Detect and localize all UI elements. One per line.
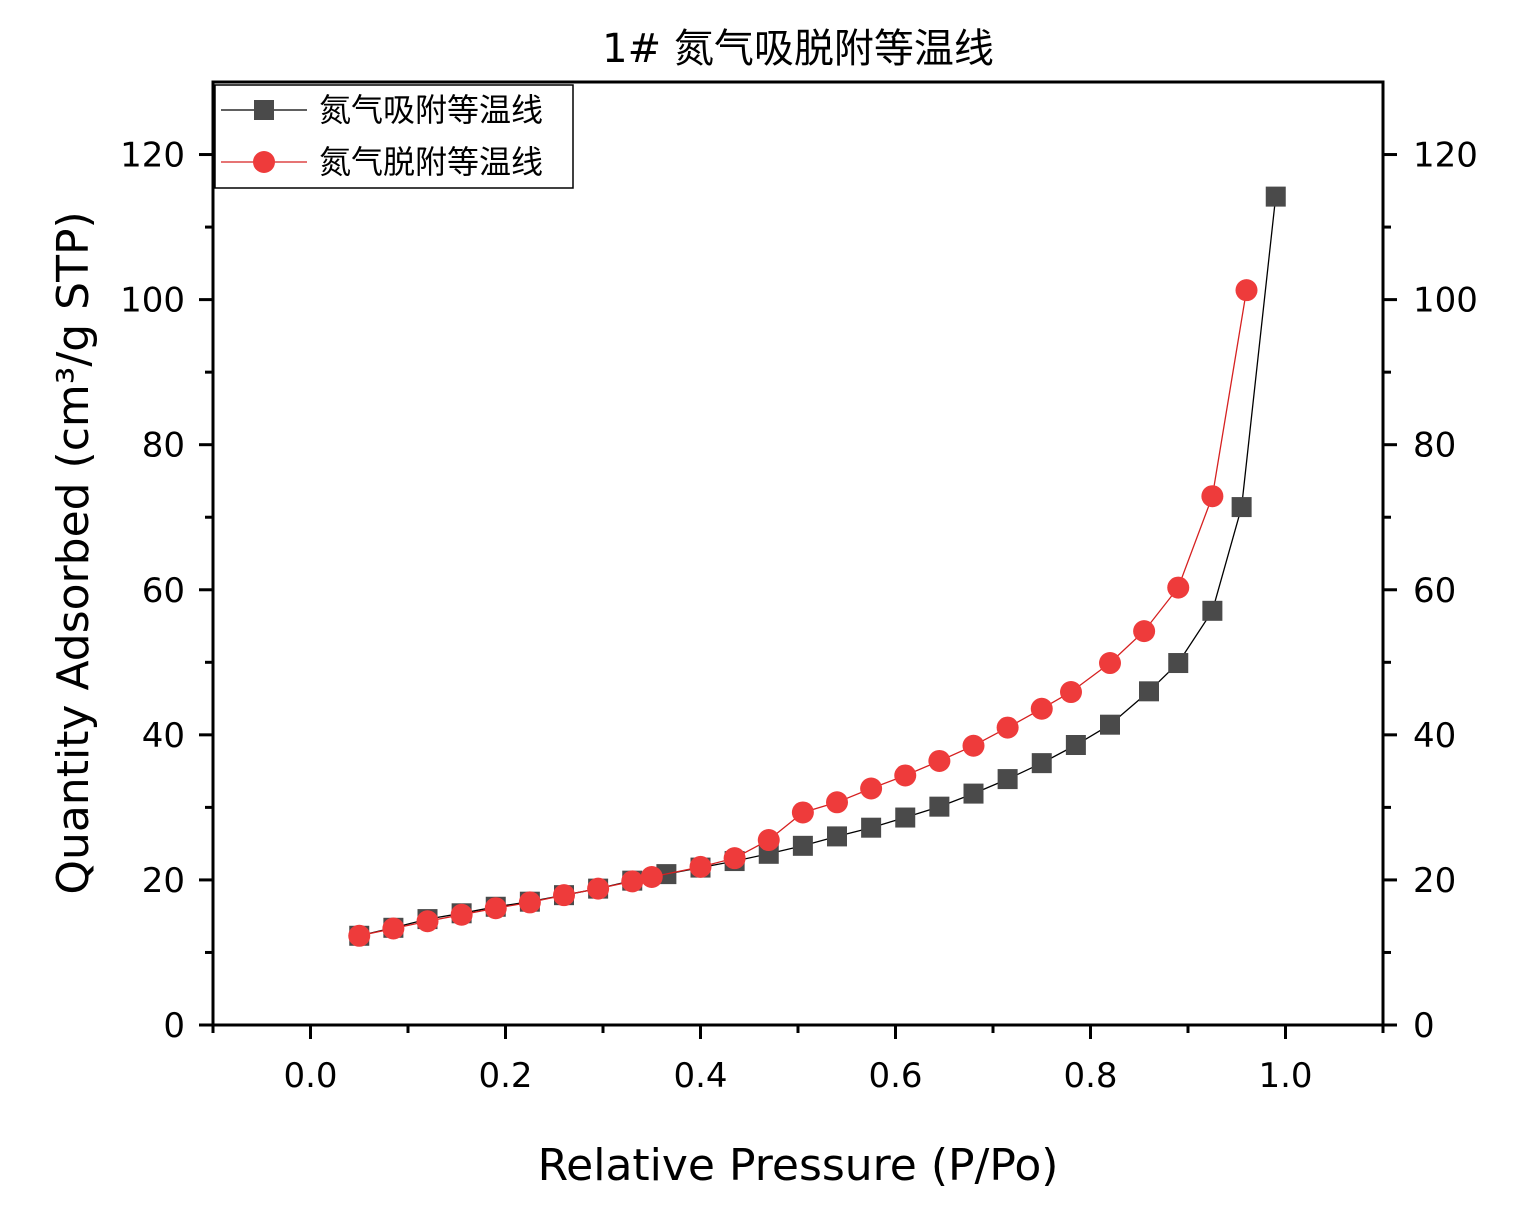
y-tick-label-left: 40: [142, 716, 185, 756]
y-tick-label-left: 60: [142, 571, 185, 611]
desorption-point: [382, 917, 405, 940]
plot-frame: [211, 80, 1385, 1027]
desorption-point: [826, 791, 848, 814]
desorption-point: [996, 716, 1019, 739]
y-tick-label-right: 120: [1413, 136, 1478, 176]
desorption-point: [791, 801, 814, 824]
y-tick-label-right: 0: [1413, 1006, 1435, 1046]
adsorption-point: [997, 769, 1018, 790]
y-tick-label-right: 40: [1413, 716, 1456, 756]
adsorption-point: [827, 826, 847, 847]
plot-area: 0 0 20 20 40 40 60 60 80 80 100 100 120 120 0.0 0.2 0.4 0…: [120, 80, 1478, 1096]
adsorption-point: [861, 817, 882, 838]
desorption-point: [587, 877, 610, 900]
x-axis-title: Relative Pressure (P/Po): [538, 1140, 1059, 1191]
series-line-0: [359, 196, 1277, 937]
desorption-point: [1167, 576, 1190, 599]
desorption-point: [1235, 279, 1258, 302]
desorption-point: [757, 829, 780, 852]
adsorption-point: [895, 807, 916, 828]
desorption-point: [484, 897, 507, 920]
y-tick-label-left: 0: [163, 1006, 185, 1046]
adsorption-point: [792, 835, 813, 856]
adsorption-point: [1231, 497, 1252, 518]
y-tick-label-left: 80: [142, 426, 185, 466]
y-tick-label-right: 80: [1413, 426, 1456, 466]
adsorption-point: [1031, 753, 1052, 774]
y-tick-label-right: 100: [1413, 281, 1478, 321]
legend-marker-square: [254, 100, 274, 120]
legend-marker-circle: [253, 151, 275, 173]
adsorption-point: [1265, 186, 1286, 207]
x-tick-label: 0.6: [868, 1056, 922, 1096]
desorption-point: [1060, 681, 1082, 704]
y-tick-label-left: 20: [142, 861, 185, 901]
adsorption-point: [1100, 714, 1120, 735]
adsorption-point: [1065, 735, 1086, 756]
desorption-point: [1099, 652, 1121, 675]
y-tick-label-right: 60: [1413, 571, 1456, 611]
x-tick-label: 0.2: [478, 1056, 532, 1096]
desorption-point: [348, 924, 371, 947]
adsorption-point: [963, 783, 984, 804]
y-tick-label-left: 120: [120, 136, 185, 176]
x-tick-label: 0.4: [673, 1056, 727, 1096]
desorption-point: [553, 884, 575, 907]
legend-label-0: 氮气吸附等温线: [319, 91, 543, 129]
desorption-point: [1201, 485, 1224, 508]
desorption-point: [928, 749, 951, 772]
chart-title: 1# 氮气吸脱附等温线: [602, 26, 994, 72]
desorption-point: [1030, 697, 1053, 720]
y-tick-label-right: 20: [1413, 861, 1456, 901]
y-axis-title: Quantity Adsorbed (cm³/g STP): [48, 211, 99, 894]
desorption-point: [416, 910, 439, 933]
desorption-point: [962, 734, 985, 757]
desorption-point: [450, 903, 473, 926]
desorption-point: [860, 777, 883, 800]
desorption-point: [518, 891, 541, 914]
y-tick-label-left: 100: [120, 281, 185, 321]
adsorption-point: [1168, 653, 1189, 674]
x-tick-label: 0.8: [1063, 1056, 1117, 1096]
desorption-point: [723, 847, 746, 870]
desorption-point: [621, 870, 644, 893]
adsorption-point: [1202, 600, 1223, 621]
x-tick-label: 1.0: [1258, 1056, 1312, 1096]
legend-box: [214, 84, 574, 189]
legend-label-1: 氮气脱附等温线: [319, 143, 543, 181]
desorption-point: [640, 866, 663, 889]
adsorption-point: [1139, 681, 1159, 702]
desorption-point: [894, 764, 917, 787]
desorption-point: [1133, 620, 1156, 643]
adsorption-point: [929, 796, 950, 817]
desorption-point: [689, 855, 712, 878]
x-tick-label: 0.0: [283, 1056, 337, 1096]
